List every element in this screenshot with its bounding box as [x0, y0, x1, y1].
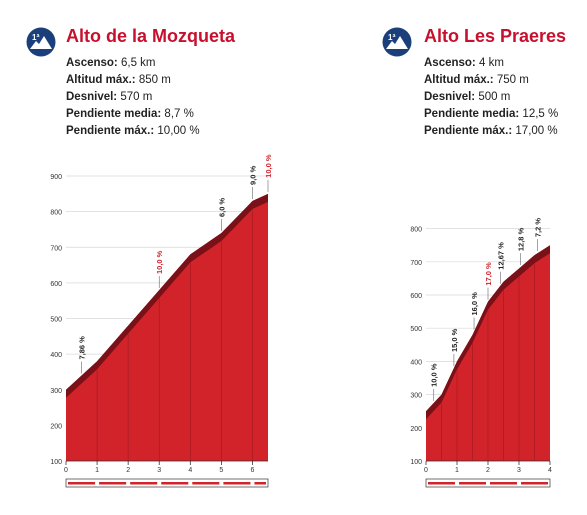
x-tick-label: 2 — [486, 467, 490, 474]
climb-stats: Ascenso: 6,5 km Altitud máx.: 850 m Desn… — [66, 55, 200, 140]
y-tick-label: 100 — [50, 459, 62, 466]
climb-panel-mozqueta: 1ª Alto de la Mozqueta Ascenso: 6,5 km A… — [26, 26, 273, 488]
gradient-label: 10,0 % — [430, 363, 439, 387]
y-tick-label: 200 — [50, 423, 62, 430]
gradient-label: 16,0 % — [470, 292, 479, 316]
stat-ascent: Ascenso: 6,5 km — [66, 57, 156, 69]
km-rule-segment — [459, 482, 486, 485]
gradient-label: 15,0 % — [450, 328, 459, 352]
gradient-label: 6,0 % — [217, 197, 226, 217]
y-tick-label: 200 — [410, 426, 422, 433]
elevation-profile-chart: 100 200 300 400 500 600 700 800 0 1 2 3 4 10,0 % 15,0 … — [410, 218, 552, 488]
mountain-category-badge-icon: 1ª — [382, 27, 412, 57]
y-tick-label: 800 — [50, 210, 62, 217]
profile-top-band — [426, 245, 550, 420]
x-tick-label: 4 — [548, 467, 552, 474]
x-tick-label: 4 — [188, 467, 192, 474]
y-tick-label: 600 — [410, 293, 422, 300]
km-rule-segment — [130, 482, 158, 485]
km-rule-segment — [68, 482, 96, 485]
stat-max-gradient: Pendiente máx.: 17,00 % — [424, 125, 558, 137]
x-tick-label: 0 — [64, 467, 68, 474]
x-tick-label: 3 — [517, 467, 521, 474]
y-tick-label: 700 — [410, 260, 422, 267]
km-rule-segment — [521, 482, 548, 485]
y-tick-label: 400 — [50, 352, 62, 359]
km-rule-segment — [254, 482, 266, 485]
mountain-category-badge-icon: 1ª — [26, 27, 56, 57]
y-tick-label: 600 — [50, 281, 62, 288]
y-tick-label: 800 — [410, 227, 422, 234]
stat-ascent: Ascenso: 4 km — [424, 57, 504, 69]
x-tick-label: 0 — [424, 467, 428, 474]
x-tick-label: 1 — [95, 467, 99, 474]
climb-stats: Ascenso: 4 km Altitud máx.: 750 m Desniv… — [424, 55, 558, 140]
stat-max-altitude: Altitud máx.: 750 m — [424, 74, 529, 86]
x-tick-label: 6 — [251, 467, 255, 474]
y-tick-label: 900 — [50, 174, 62, 181]
climb-title: Alto Les Praeres — [424, 26, 567, 46]
gradient-label: 10,0 % — [264, 154, 273, 178]
gradient-label: 9,0 % — [248, 165, 257, 185]
y-tick-label: 400 — [410, 359, 422, 366]
y-tick-label: 300 — [50, 388, 62, 395]
stat-average-gradient: Pendiente media: 8,7 % — [66, 108, 194, 120]
y-tick-label: 700 — [50, 245, 62, 252]
category-badge-text: 1ª — [32, 33, 39, 42]
y-tick-label: 500 — [410, 326, 422, 333]
stat-average-gradient: Pendiente media: 12,5 % — [424, 108, 559, 120]
x-tick-label: 3 — [157, 467, 161, 474]
km-rule-segment — [223, 482, 251, 485]
km-rule-segment — [428, 482, 455, 485]
km-rule-segment — [490, 482, 517, 485]
elevation-area — [66, 193, 268, 461]
gradient-label: 12,67 % — [496, 242, 505, 270]
stat-max-gradient: Pendiente máx.: 10,00 % — [66, 125, 200, 137]
category-badge-text: 1ª — [388, 33, 395, 42]
km-rule-segment — [192, 482, 220, 485]
gradient-label: 12,8 % — [517, 227, 526, 251]
stat-elevation-gain: Desnivel: 500 m — [424, 91, 511, 103]
x-tick-label: 5 — [219, 467, 223, 474]
x-tick-label: 2 — [126, 467, 130, 474]
gradient-label: 7,86 % — [78, 336, 87, 360]
gradient-label: 7,2 % — [534, 218, 543, 238]
y-tick-label: 300 — [410, 393, 422, 400]
y-tick-label: 100 — [410, 459, 422, 466]
gradient-label: 10,0 % — [155, 250, 164, 274]
profile-top-band — [66, 193, 268, 398]
climb-title: Alto de la Mozqueta — [66, 26, 236, 46]
y-tick-label: 500 — [50, 317, 62, 324]
elevation-profile-chart: 100 200 300 400 500 600 700 800 900 0 1 2 3 4 5 6 7,86 %… — [50, 154, 273, 488]
climb-panel-praeres: 1ª Alto Les Praeres Ascenso: 4 km Altitu… — [370, 0, 587, 515]
stat-elevation-gain: Desnivel: 570 m — [66, 91, 153, 103]
km-rule-segment — [161, 482, 189, 485]
km-rule-segment — [99, 482, 127, 485]
gradient-label: 17,0 % — [484, 262, 493, 286]
km-rule — [425, 478, 551, 488]
stat-max-altitude: Altitud máx.: 850 m — [66, 74, 171, 86]
x-tick-label: 1 — [455, 467, 459, 474]
